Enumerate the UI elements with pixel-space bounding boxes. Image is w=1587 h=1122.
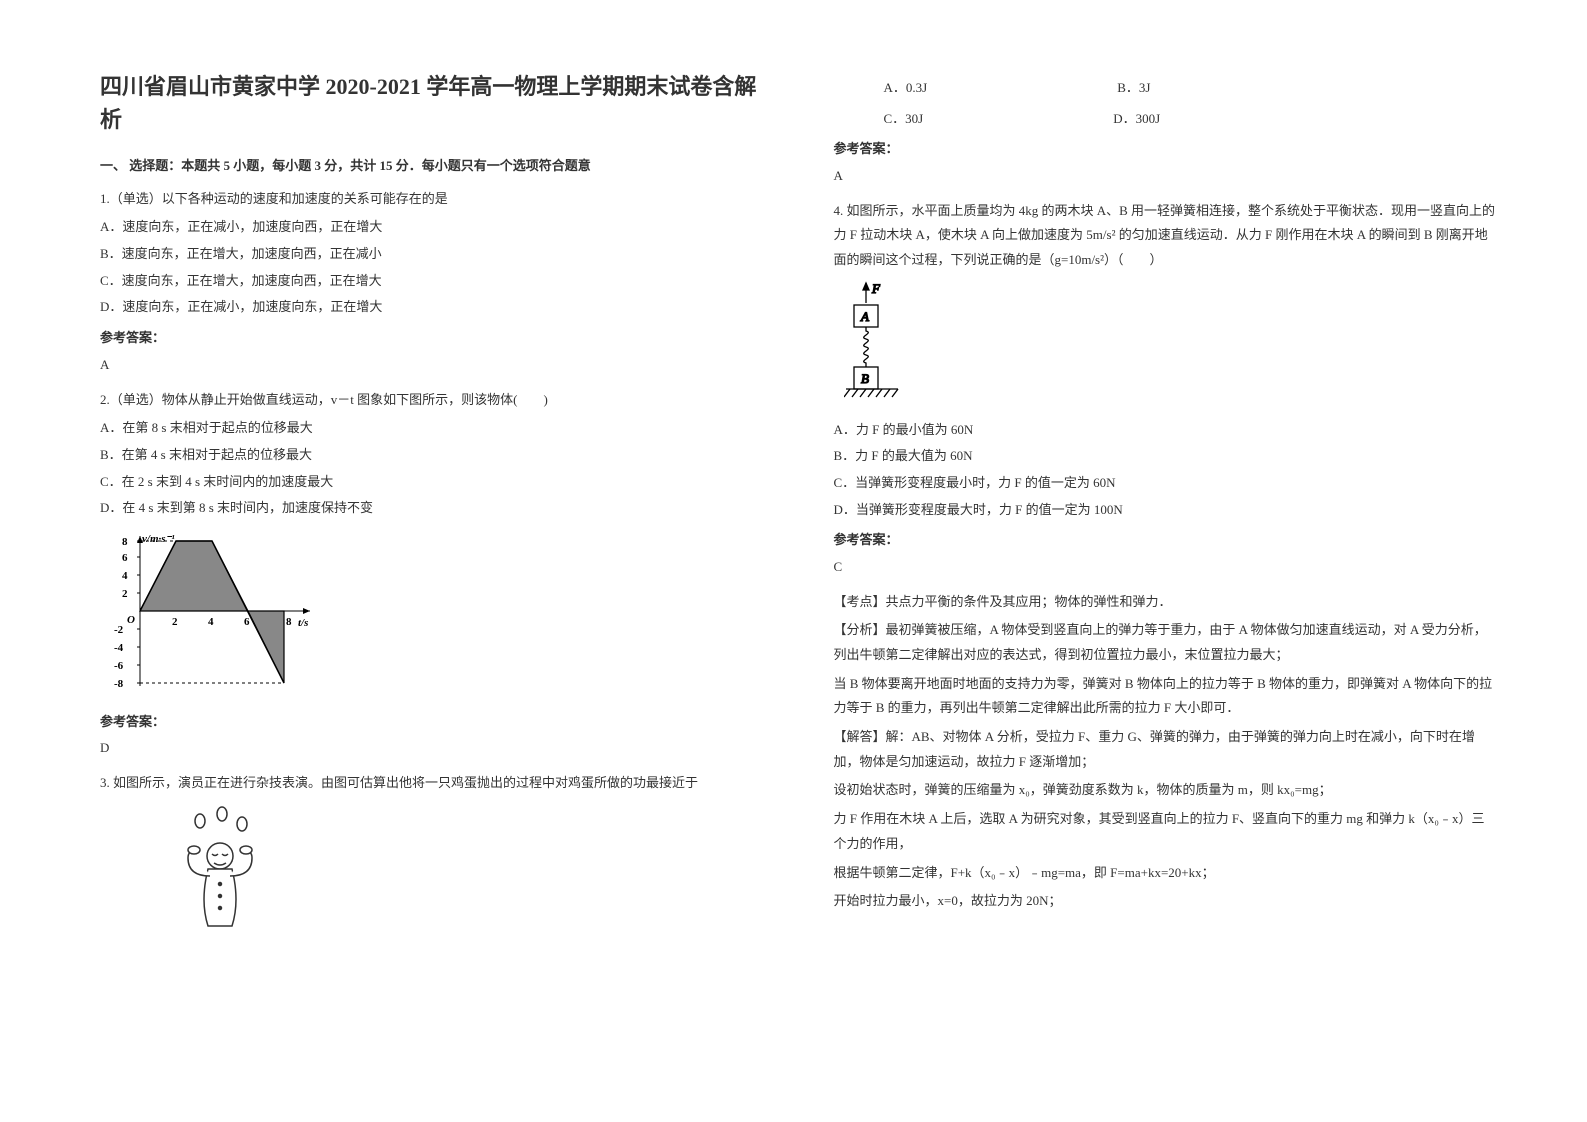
right-column: A．0.3J B．3J C．30J D．300J 参考答案： A 4. 如图所示… bbox=[834, 70, 1498, 1082]
q4-ans: C bbox=[834, 555, 1498, 580]
q4-explain-2: 当 B 物体要离开地面时地面的支持力为零，弹簧对 B 物体向上的拉力等于 B 物… bbox=[834, 672, 1498, 721]
q4-opt-a: A．力 F 的最小值为 60N bbox=[834, 418, 1498, 443]
q2-opt-c: C．在 2 s 末到 4 s 末时间内的加速度最大 bbox=[100, 470, 764, 495]
q4-opt-d: D．当弹簧形变程度最大时，力 F 的值一定为 100N bbox=[834, 498, 1498, 523]
q4-explain-6: 根据牛顿第二定律，F+k（x₀﹣x）﹣mg=ma，即 F=ma+kx=20+kx… bbox=[834, 861, 1498, 886]
q4-explain-3: 【解答】解：AB、对物体 A 分析，受拉力 F、重力 G、弹簧的弹力，由于弹簧的… bbox=[834, 725, 1498, 774]
q1-ans: A bbox=[100, 353, 764, 378]
q1-opt-a: A．速度向东，正在减小，加速度向西，正在增大 bbox=[100, 215, 764, 240]
q1-opt-b: B．速度向东，正在增大，加速度向西，正在减小 bbox=[100, 242, 764, 267]
q4-explain-5: 力 F 作用在木块 A 上后，选取 A 为研究对象，其受到竖直向上的拉力 F、竖… bbox=[834, 807, 1498, 856]
q3-opt-d: D．300J bbox=[1113, 107, 1160, 132]
svg-text:B: B bbox=[861, 371, 869, 386]
svg-text:F: F bbox=[871, 281, 881, 296]
svg-text:-8: -8 bbox=[114, 678, 124, 690]
svg-text:2: 2 bbox=[172, 616, 178, 628]
svg-text:t/s: t/s bbox=[298, 617, 308, 629]
svg-text:8: 8 bbox=[122, 536, 128, 548]
q2-opt-a: A．在第 8 s 末相对于起点的位移最大 bbox=[100, 416, 764, 441]
svg-text:4: 4 bbox=[122, 570, 128, 582]
q1-stem: 1.（单选）以下各种运动的速度和加速度的关系可能存在的是 bbox=[100, 187, 764, 212]
q2-opt-d: D．在 4 s 末到第 8 s 末时间内，加速度保持不变 bbox=[100, 496, 764, 521]
q3-opt-c: C．30J bbox=[884, 107, 924, 132]
q3-ans: A bbox=[834, 164, 1498, 189]
svg-text:A: A bbox=[860, 309, 869, 324]
svg-text:8: 8 bbox=[286, 616, 292, 628]
q3-stem: 3. 如图所示，演员正在进行杂技表演。由图可估算出他将一只鸡蛋抛出的过程中对鸡蛋… bbox=[100, 771, 764, 796]
q2-vt-graph: 2 4 6 8 -2 -4 -6 -8 2 4 6 8 O t/s v/m· bbox=[110, 531, 764, 700]
q4-explain-7: 开始时拉力最小，x=0，故拉力为 20N； bbox=[834, 889, 1498, 914]
q1-opt-d: D．速度向东，正在减小，加速度向东，正在增大 bbox=[100, 295, 764, 320]
q4-explain-0: 【考点】共点力平衡的条件及其应用；物体的弹性和弹力． bbox=[834, 590, 1498, 615]
exam-title: 四川省眉山市黄家中学 2020-2021 学年高一物理上学期期末试卷含解析 bbox=[100, 70, 764, 136]
q2-ans-label: 参考答案： bbox=[100, 710, 764, 735]
q3-ans-label: 参考答案： bbox=[834, 137, 1498, 162]
q4-opt-c: C．当弹簧形变程度最小时，力 F 的值一定为 60N bbox=[834, 471, 1498, 496]
q4-ans-label: 参考答案： bbox=[834, 528, 1498, 553]
svg-text:-2: -2 bbox=[114, 624, 124, 636]
svg-text:O: O bbox=[127, 614, 135, 626]
q4-explain-1: 【分析】最初弹簧被压缩，A 物体受到竖直向上的弹力等于重力，由于 A 物体做匀加… bbox=[834, 618, 1498, 667]
svg-text:v/m·s⁻¹: v/m·s⁻¹ bbox=[142, 533, 175, 545]
q3-row-ab: A．0.3J B．3J bbox=[834, 76, 1498, 101]
q2-opt-b: B．在第 4 s 末相对于起点的位移最大 bbox=[100, 443, 764, 468]
q3-opt-a: A．0.3J bbox=[884, 76, 928, 101]
svg-text:6: 6 bbox=[244, 616, 250, 628]
q1-ans-label: 参考答案： bbox=[100, 326, 764, 351]
q2-ans: D bbox=[100, 736, 764, 761]
svg-text:6: 6 bbox=[122, 552, 128, 564]
svg-text:-6: -6 bbox=[114, 660, 124, 672]
q3-figure bbox=[160, 806, 764, 945]
q1-opt-c: C．速度向东，正在增大，加速度向西，正在增大 bbox=[100, 269, 764, 294]
exam-page: 四川省眉山市黄家中学 2020-2021 学年高一物理上学期期末试卷含解析 一、… bbox=[0, 0, 1587, 1122]
q3-row-cd: C．30J D．300J bbox=[834, 107, 1498, 132]
q4-opt-b: B．力 F 的最大值为 60N bbox=[834, 444, 1498, 469]
q3-opt-b: B．3J bbox=[1117, 76, 1150, 101]
q4-diagram: F A B bbox=[844, 281, 1498, 410]
q2-stem: 2.（单选）物体从静止开始做直线运动，v－t 图象如下图所示，则该物体( ) bbox=[100, 388, 764, 413]
svg-text:-4: -4 bbox=[114, 642, 124, 654]
svg-text:2: 2 bbox=[122, 588, 128, 600]
q4-stem: 4. 如图所示，水平面上质量均为 4kg 的两木块 A、B 用一轻弹簧相连接，整… bbox=[834, 199, 1498, 273]
q4-explain-4: 设初始状态时，弹簧的压缩量为 x₀，弹簧劲度系数为 k，物体的质量为 m，则 k… bbox=[834, 778, 1498, 803]
svg-text:4: 4 bbox=[208, 616, 214, 628]
left-column: 四川省眉山市黄家中学 2020-2021 学年高一物理上学期期末试卷含解析 一、… bbox=[100, 70, 764, 1082]
section-heading: 一、 选择题：本题共 5 小题，每小题 3 分，共计 15 分．每小题只有一个选… bbox=[100, 154, 764, 179]
